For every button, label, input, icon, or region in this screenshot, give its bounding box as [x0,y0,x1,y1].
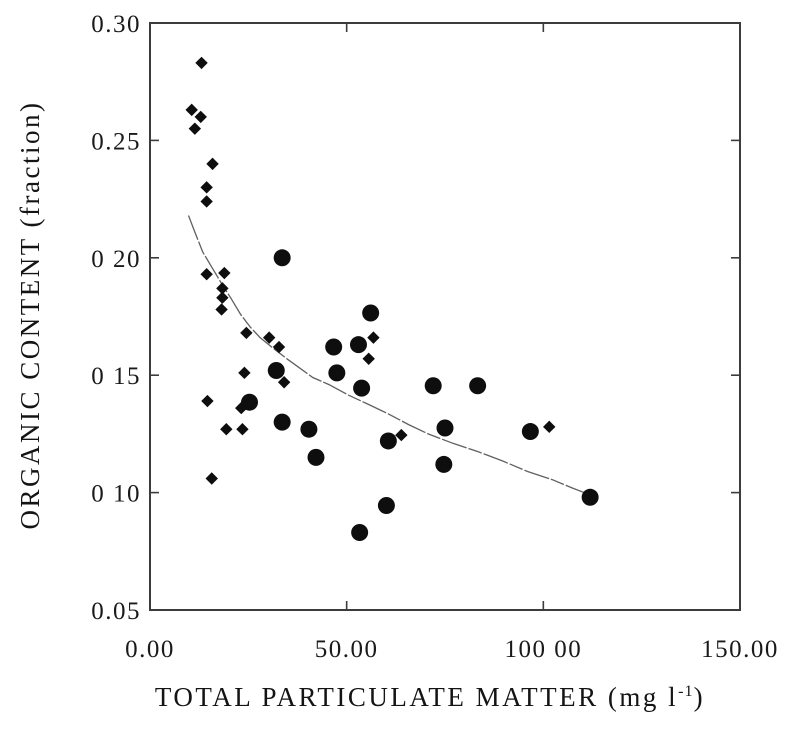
data-point-diamond [395,428,408,442]
data-point-circle [521,423,539,441]
data-point-diamond [200,181,213,194]
data-point-circle [273,249,291,267]
y-tick-label: 0.30 [91,11,141,38]
data-point-circle [349,336,367,354]
y-tick-label: 0.25 [91,128,141,155]
data-point-circle [362,304,380,322]
data-point-diamond [216,282,229,295]
y-axis-title: ORGANIC CONTENT (fraction) [15,100,45,530]
data-point-circle [379,432,397,450]
y-tick-label: 0 10 [91,481,141,508]
fit-curve [187,215,591,496]
y-tick-label: 0 15 [91,363,141,390]
x-tick-label: 50.00 [315,636,379,663]
data-point-diamond [277,376,291,389]
x-axis-title-text: TOTAL PARTICULATE MATTER (mg l [154,682,679,712]
data-point-circle [351,524,369,542]
data-point-circle [469,377,487,395]
data-point-circle [581,488,599,506]
data-point-diamond [206,157,219,171]
data-point-diamond [543,420,556,434]
data-point-diamond [195,56,208,70]
data-point-diamond [185,103,198,117]
data-point-diamond [236,423,249,436]
x-axis-title-exponent: -1 [678,682,694,700]
data-point-diamond [262,331,276,344]
plot-frame [149,22,741,611]
data-point-circle [273,413,291,431]
data-point-circle [435,455,453,473]
data-point-circle [267,362,285,380]
data-point-diamond [215,303,228,316]
data-point-circle [241,393,259,411]
data-point-circle [325,338,343,356]
data-point-diamond [272,340,286,354]
x-tick-label: 100 00 [504,636,582,663]
x-tick-label: 150.00 [701,636,779,663]
data-point-circle [307,448,325,466]
data-point-circle [353,379,371,397]
data-point-diamond [362,352,375,365]
data-point-diamond [240,326,253,340]
y-tick-label: 0 20 [91,246,141,273]
data-point-diamond [367,331,380,344]
data-point-circle [377,497,395,515]
data-point-diamond [238,366,251,380]
data-point-diamond [220,423,233,436]
data-point-diamond [188,122,202,135]
data-point-diamond [201,394,214,408]
data-point-diamond [216,291,229,304]
data-point-circle [300,420,318,438]
data-point-diamond [200,268,213,281]
x-axis-title: TOTAL PARTICULATE MATTER (mg l-1) [60,682,800,713]
data-point-circle [328,364,346,382]
x-tick-label: 0.00 [125,636,175,663]
y-tick-label: 0.05 [91,598,141,625]
data-point-circle [424,377,442,395]
data-point-diamond [218,266,231,280]
data-point-circle [436,419,454,437]
x-axis-title-close: ) [693,682,706,712]
data-point-diamond [194,110,207,124]
data-point-diamond [205,472,218,485]
data-point-diamond [200,195,213,208]
